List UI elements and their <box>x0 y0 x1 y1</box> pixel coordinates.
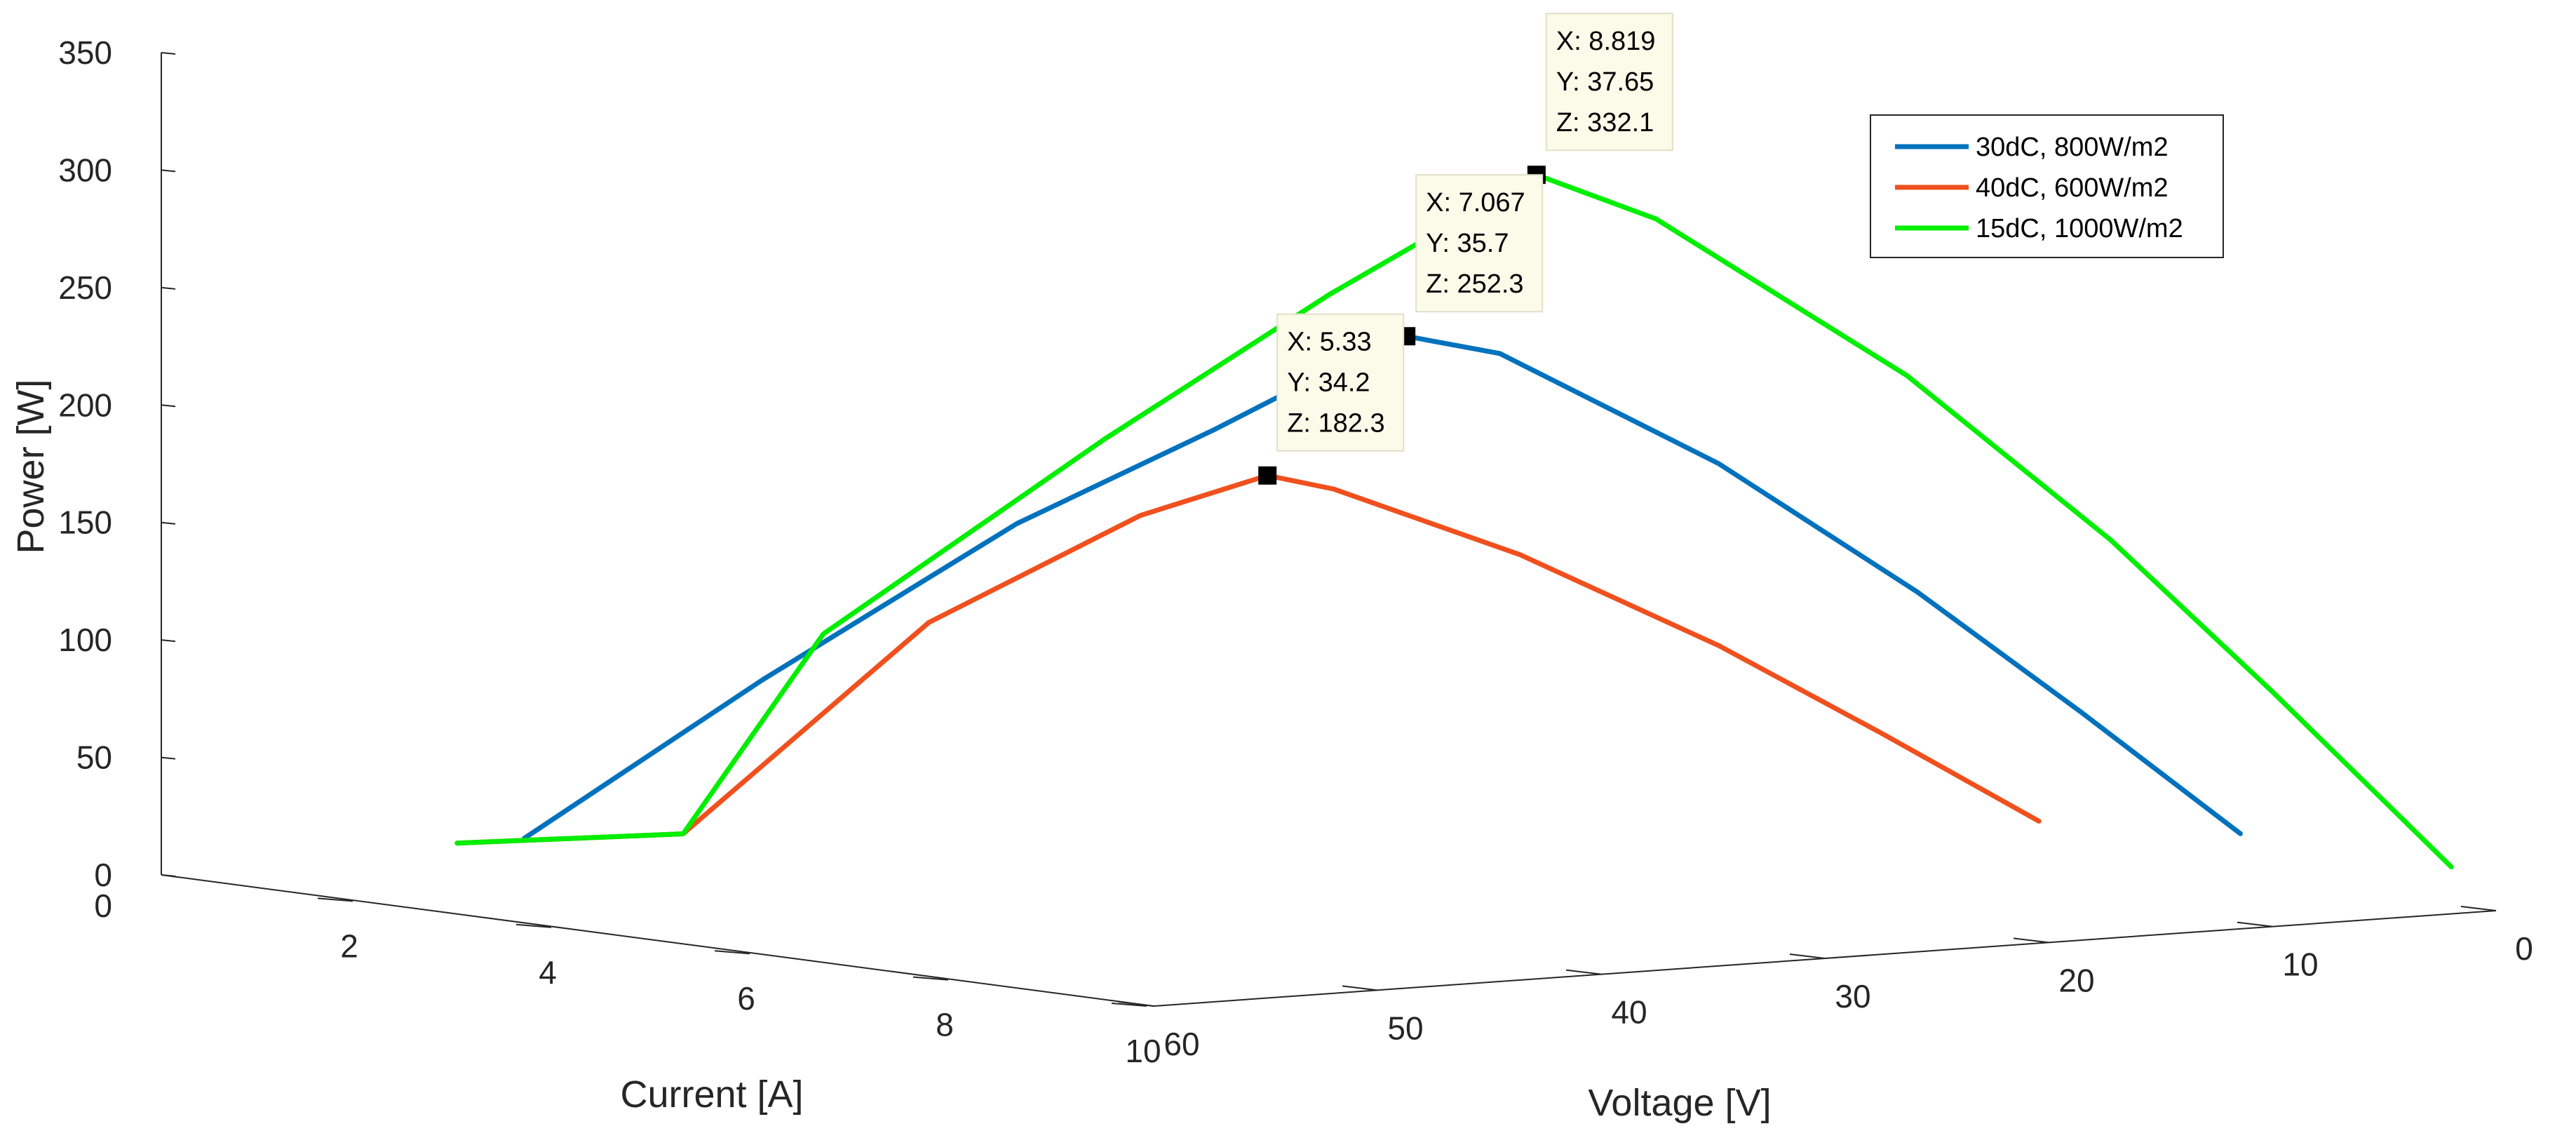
z-tick-label: 100 <box>58 622 112 658</box>
y-tick <box>1118 1001 1154 1007</box>
z-tick-label: 50 <box>76 739 112 776</box>
z-tick <box>161 521 176 525</box>
y-tick <box>2013 937 2049 944</box>
y-tick-label: 40 <box>1611 994 1647 1031</box>
x-origin-label: 0 <box>94 888 112 924</box>
y-tick <box>2237 921 2273 928</box>
y-tick-label: 20 <box>2058 962 2094 998</box>
series-line-1 <box>454 473 2042 846</box>
z-tick <box>161 52 176 55</box>
data-tip-background <box>1415 174 1544 313</box>
y-tick-label: 10 <box>2282 946 2318 983</box>
x-tick-label: 4 <box>539 954 557 991</box>
legend-label-1: 40dC, 600W/m2 <box>1976 173 2169 203</box>
x-axis-title: Current [A] <box>620 1073 803 1116</box>
z-axis-title: Power [W] <box>10 379 52 554</box>
z-tick <box>161 874 176 877</box>
y-tick-label: 30 <box>1835 978 1870 1015</box>
data-tip-marker[interactable] <box>1258 466 1277 485</box>
data-tips-layer: X: 8.819 Y: 37.65 Z: 332.1 X: 7.067 Y: 35.7 Z… <box>1258 13 1673 485</box>
data-tip-text: Y: 34.2 <box>1287 368 1370 398</box>
x-tick-label: 10 <box>1125 1033 1161 1069</box>
legend: 30dC, 800W/m2 40dC, 600W/m2 15dC, 1000W/m2 <box>1870 114 2224 258</box>
z-tick <box>161 169 176 173</box>
y-tick <box>2460 906 2497 911</box>
z-tick <box>161 404 176 408</box>
data-tip-box: X: 7.067 Y: 35.7 Z: 252.3 <box>1415 174 1544 313</box>
data-tip-text: X: 8.819 <box>1556 27 1656 56</box>
x-axis-line <box>161 874 1154 1007</box>
y-tick <box>1565 969 1602 975</box>
z-tick <box>161 756 176 760</box>
data-tip-text: X: 5.33 <box>1287 328 1371 357</box>
legend-label-2: 15dC, 1000W/m2 <box>1976 214 2183 243</box>
data-tip-background <box>1545 13 1673 152</box>
y-tick-label: 0 <box>2515 930 2533 967</box>
data-tip-text: Z: 182.3 <box>1287 409 1384 438</box>
data-tip-text: Z: 332.1 <box>1556 108 1654 138</box>
x-tick <box>1111 1003 1147 1007</box>
z-tick-label: 250 <box>58 269 112 306</box>
x-tick <box>912 976 949 981</box>
data-tip-box: X: 8.819 Y: 37.65 Z: 332.1 <box>1545 13 1673 152</box>
x-tick-label: 6 <box>737 980 755 1017</box>
data-tip-text: X: 7.067 <box>1426 188 1525 217</box>
data-tip-text: Z: 252.3 <box>1426 269 1523 299</box>
data-tip-box: X: 5.33 Y: 34.2 Z: 182.3 <box>1276 313 1405 452</box>
z-tick <box>161 286 176 290</box>
data-tip-text: Y: 37.65 <box>1556 67 1654 97</box>
z-tick-label: 150 <box>58 504 112 541</box>
x-tick <box>515 923 552 928</box>
x-tick <box>714 950 750 955</box>
y-tick-label: 50 <box>1387 1010 1423 1046</box>
y-tick-label: 60 <box>1164 1026 1199 1062</box>
z-tick-label: 200 <box>58 387 112 423</box>
legend-label-0: 30dC, 800W/m2 <box>1976 133 2169 162</box>
x-tick-label: 8 <box>936 1007 954 1043</box>
x-tick-label: 2 <box>340 928 358 964</box>
y-tick <box>1789 953 1826 959</box>
data-tip-text: Y: 35.7 <box>1426 229 1509 258</box>
z-tick-label: 350 <box>58 34 112 71</box>
x-tick <box>317 897 353 902</box>
y-tick <box>1342 985 1378 991</box>
z-tick-label: 300 <box>58 152 112 188</box>
y-axis-title: Voltage [V] <box>1588 1082 1771 1124</box>
z-tick-label: 0 <box>94 857 112 893</box>
data-tip-background <box>1276 313 1405 452</box>
z-tick <box>161 639 176 643</box>
